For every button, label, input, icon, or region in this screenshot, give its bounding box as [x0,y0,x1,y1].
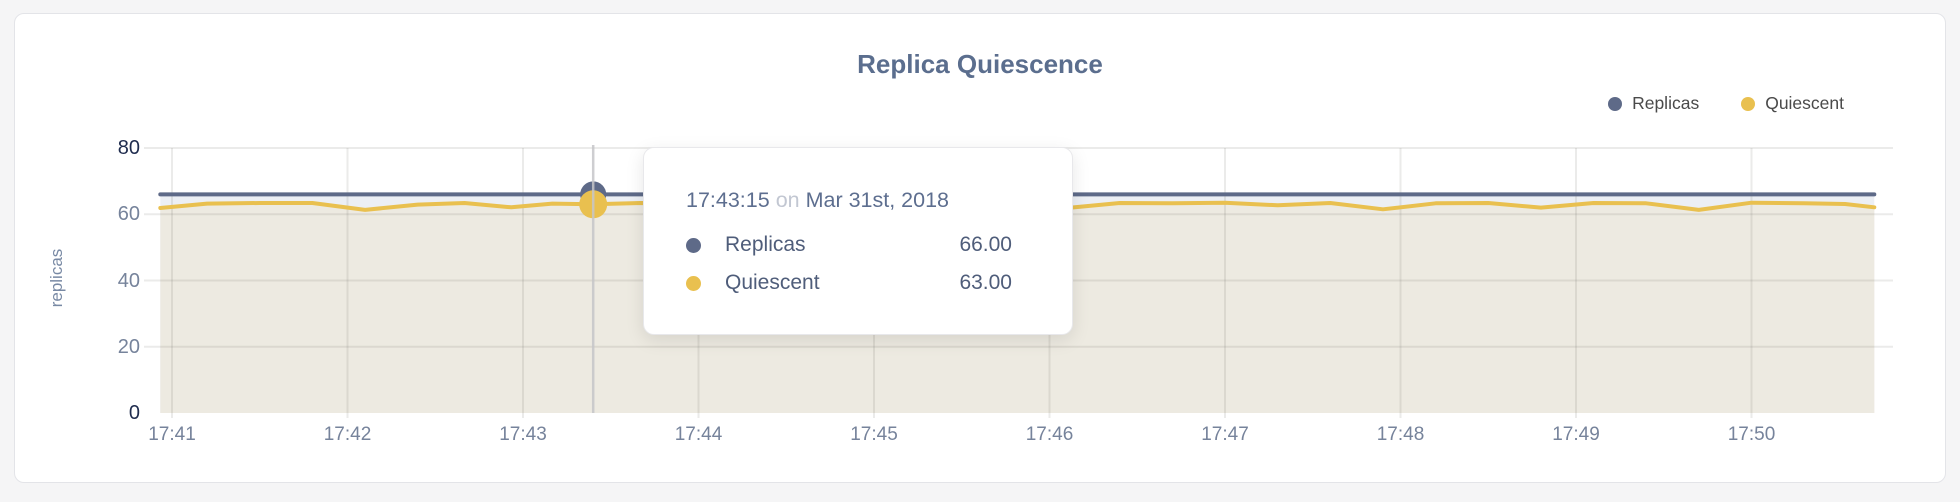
tooltip-series-label: Replicas [725,233,806,256]
x-tick-label: 17:46 [1025,424,1074,445]
y-axis-title: replicas [47,248,66,308]
x-tick-label: 17:50 [1727,424,1776,445]
tooltip-series-label: Quiescent [725,271,820,294]
tooltip-preposition: on [775,188,800,212]
y-tick-label: 20 [117,335,140,358]
legend-label: Replicas [1632,93,1700,113]
legend-label: Quiescent [1765,93,1844,113]
tooltip-timestamp: 17:43:15 on Mar 31st, 2018 [686,186,1012,214]
y-tick-label: 60 [117,203,140,226]
quiescent-dot-icon [686,275,701,291]
x-tick-label: 17:47 [1201,424,1249,445]
y-tick-label: 0 [128,402,140,424]
y-tick-label: 40 [117,269,140,292]
x-tick-label: 17:45 [850,424,898,445]
tooltip-date: Mar 31st, 2018 [805,188,950,212]
quiescent-legend-dot-icon [1741,96,1756,111]
tooltip-time: 17:43:15 [686,188,770,212]
y-tick-label: 80 [117,137,140,159]
x-tick-label: 17:41 [148,424,196,445]
chart-title: Replica Quiescence [857,49,1103,79]
x-tick-label: 17:42 [323,424,372,445]
tooltip-row-replicas: Replicas 66.00 [686,232,1012,258]
tooltip-series-value: 66.00 [959,233,1012,256]
replicas-dot-icon [686,237,701,253]
legend-item-replicas[interactable]: Replicas [1608,93,1699,114]
x-tick-label: 17:44 [674,424,723,445]
replicas-legend-dot-icon [1608,96,1623,111]
x-tick-label: 17:48 [1376,424,1425,445]
tooltip-series-value: 63.00 [959,271,1012,294]
hover-tooltip: 17:43:15 on Mar 31st, 2018 Replicas 66.0… [643,147,1073,335]
chart-legend: Replicas Quiescent [1608,93,1844,114]
tooltip-row-quiescent: Quiescent 63.00 [686,270,1012,296]
x-tick-label: 17:49 [1552,424,1600,445]
x-tick-label: 17:43 [499,424,547,445]
legend-item-quiescent[interactable]: Quiescent [1741,93,1844,114]
